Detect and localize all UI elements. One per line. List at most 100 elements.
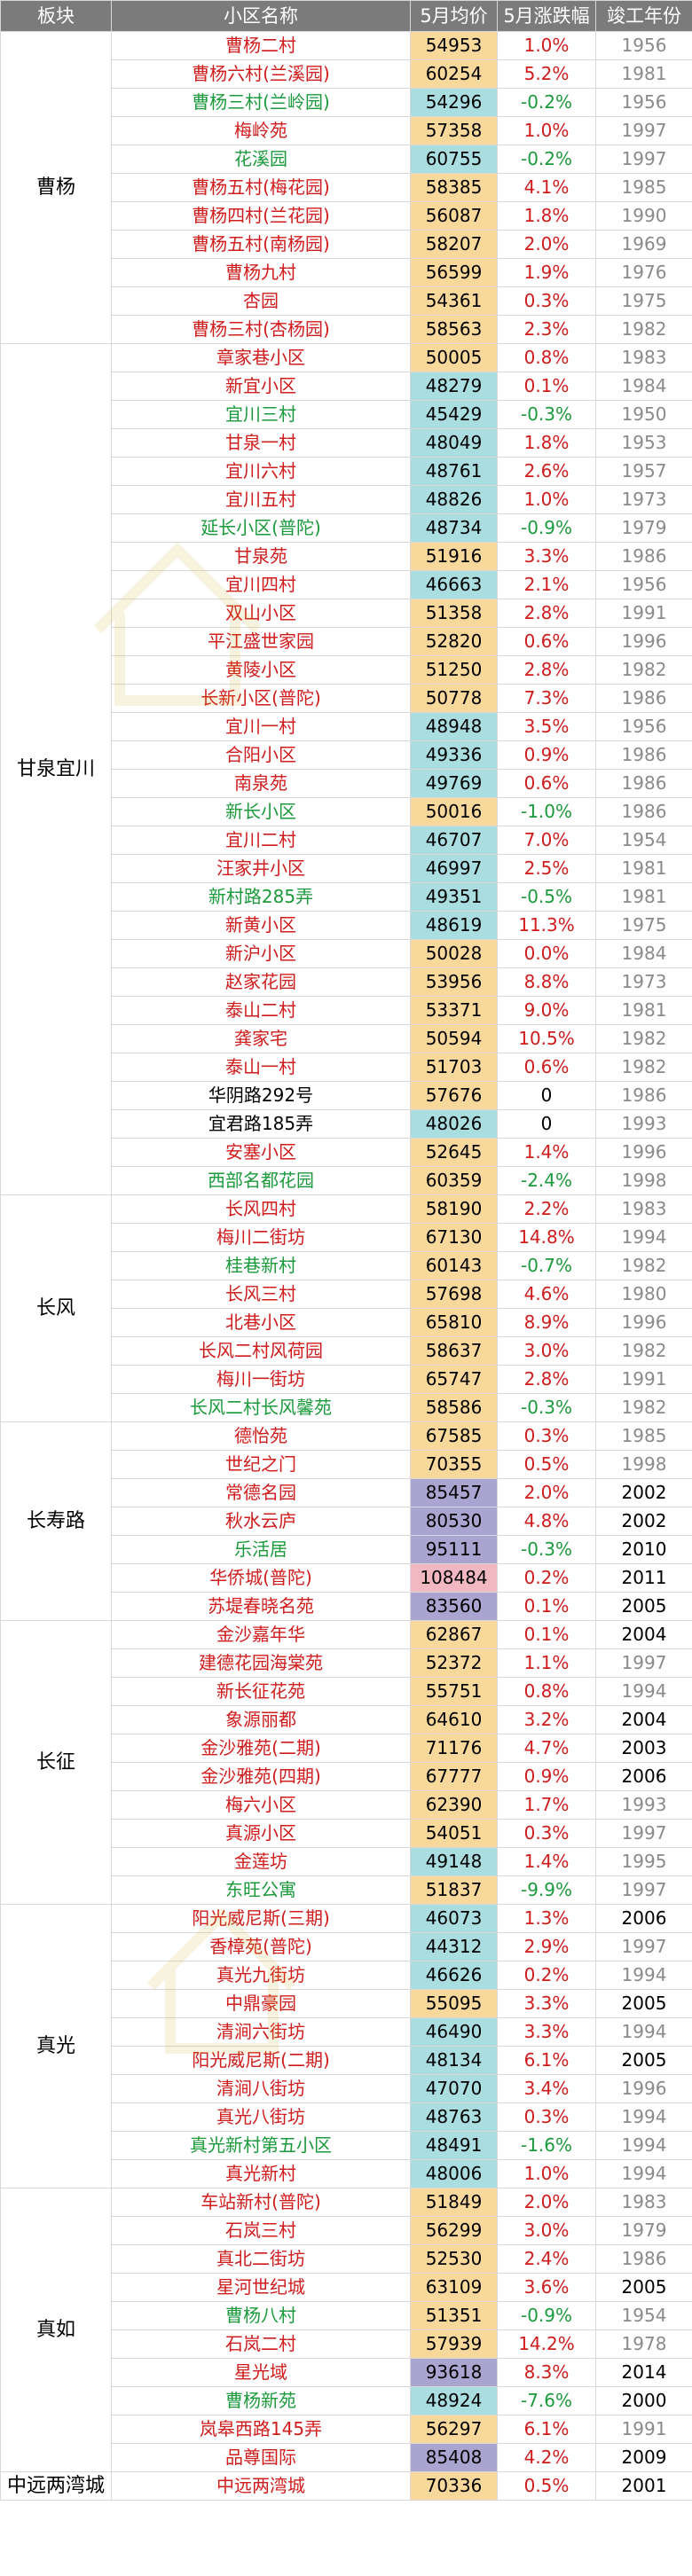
year-cell: 1995 xyxy=(595,1847,692,1876)
change-cell: 0.2% xyxy=(497,1961,596,1990)
year-cell: 1994 xyxy=(595,2102,692,2132)
table-row: 汪家井小区 46997 2.5% 1981 xyxy=(1,854,692,883)
change-cell: -0.2% xyxy=(497,145,596,174)
year-cell: 1985 xyxy=(595,1421,692,1451)
change-cell: 1.7% xyxy=(497,1790,596,1820)
community-name-cell: 黄陵小区 xyxy=(111,655,411,685)
price-cell: 56299 xyxy=(410,2216,498,2245)
price-cell: 58563 xyxy=(410,315,498,344)
header-row: 板块 小区名称 5月均价 5月涨跌幅 竣工年份 xyxy=(0,0,692,32)
year-cell: 1991 xyxy=(595,599,692,628)
table-row: 黄陵小区 51250 2.8% 1982 xyxy=(1,655,692,685)
price-cell: 58586 xyxy=(410,1393,498,1422)
change-cell: -0.3% xyxy=(497,1535,596,1564)
table-row: 宜川六村 48761 2.6% 1957 xyxy=(1,457,692,486)
table-row: 曹杨五村(南杨园) 58207 2.0% 1969 xyxy=(1,230,692,259)
change-cell: 0.6% xyxy=(497,769,596,798)
table-row: 真光新村第五小区 48491 -1.6% 1994 xyxy=(1,2131,692,2160)
change-cell: 0.9% xyxy=(497,1762,596,1791)
community-name-cell: 曹杨新苑 xyxy=(111,2386,411,2415)
price-cell: 46073 xyxy=(410,1904,498,1933)
price-cell: 56297 xyxy=(410,2415,498,2444)
year-cell: 1956 xyxy=(595,570,692,599)
price-cell: 63109 xyxy=(410,2273,498,2302)
table-row: 安塞小区 52645 1.4% 1996 xyxy=(1,1138,692,1167)
table-row: 苏堤春晓名苑 83560 0.1% 2005 xyxy=(1,1592,692,1621)
community-name-cell: 真光新村第五小区 xyxy=(111,2131,411,2160)
year-cell: 1975 xyxy=(595,911,692,940)
change-cell: -9.9% xyxy=(497,1875,596,1905)
year-cell: 1957 xyxy=(595,457,692,486)
price-cell: 65810 xyxy=(410,1308,498,1337)
year-cell: 1998 xyxy=(595,1166,692,1195)
community-name-cell: 平江盛世家园 xyxy=(111,627,411,656)
price-cell: 48734 xyxy=(410,513,498,543)
community-name-cell: 金莲坊 xyxy=(111,1847,411,1876)
price-cell: 71176 xyxy=(410,1734,498,1763)
community-name-cell: 北巷小区 xyxy=(111,1308,411,1337)
community-name-cell: 梅六小区 xyxy=(111,1790,411,1820)
community-name-cell: 象源丽都 xyxy=(111,1705,411,1734)
community-name-cell: 曹杨五村(梅花园) xyxy=(111,173,411,202)
header-year: 竣工年份 xyxy=(595,0,692,32)
change-cell: -0.9% xyxy=(497,2301,596,2330)
district-cell: 中远两湾城 xyxy=(0,2471,112,2501)
community-name-cell: 长风二村风荷园 xyxy=(111,1336,411,1366)
price-cell: 57939 xyxy=(410,2329,498,2359)
change-cell: 9.0% xyxy=(497,996,596,1025)
header-community: 小区名称 xyxy=(111,0,411,32)
community-name-cell: 华阴路292号 xyxy=(111,1081,411,1110)
table-row: 杏园 54361 0.3% 1975 xyxy=(1,286,692,316)
change-cell: -0.9% xyxy=(497,513,596,543)
change-cell: -1.0% xyxy=(497,797,596,826)
year-cell: 2005 xyxy=(595,1592,692,1621)
table-row: 曹杨 曹杨二村 54953 1.0% 1956 xyxy=(0,31,692,344)
price-cell: 54361 xyxy=(410,286,498,316)
header-price: 5月均价 xyxy=(410,0,498,32)
table-row: 长征 金沙嘉年华 62867 0.1% 2004 xyxy=(0,1620,692,1905)
change-cell: 0.8% xyxy=(497,343,596,372)
price-cell: 48763 xyxy=(410,2102,498,2132)
table-row: 西部名都花园 60359 -2.4% 1998 xyxy=(1,1166,692,1195)
year-cell: 1994 xyxy=(595,1223,692,1252)
community-name-cell: 真光八街坊 xyxy=(111,2102,411,2132)
community-name-cell: 清涧六街坊 xyxy=(111,2017,411,2047)
change-cell: 3.4% xyxy=(497,2074,596,2103)
year-cell: 2014 xyxy=(595,2358,692,2387)
price-cell: 46997 xyxy=(410,854,498,883)
change-cell: 0.2% xyxy=(497,1563,596,1593)
change-cell: 3.3% xyxy=(497,1989,596,2018)
community-name-cell: 长新小区(普陀) xyxy=(111,684,411,713)
community-name-cell: 秋水云庐 xyxy=(111,1507,411,1536)
year-cell: 1982 xyxy=(595,315,692,344)
community-name-cell: 泰山二村 xyxy=(111,996,411,1025)
change-cell: 0.0% xyxy=(497,939,596,968)
table-row: 石岚三村 56299 3.0% 1979 xyxy=(1,2216,692,2245)
year-cell: 1986 xyxy=(595,797,692,826)
community-name-cell: 梅岭苑 xyxy=(111,116,411,145)
price-cell: 44312 xyxy=(410,1932,498,1961)
price-cell: 51358 xyxy=(410,599,498,628)
year-cell: 1996 xyxy=(595,1138,692,1167)
table-row: 长寿路 德怡苑 67585 0.3% 1985 xyxy=(0,1421,692,1621)
table-row: 长风三村 57698 4.6% 1980 xyxy=(1,1280,692,1309)
year-cell: 1950 xyxy=(595,400,692,429)
change-cell: 2.0% xyxy=(497,2188,596,2217)
price-cell: 51849 xyxy=(410,2188,498,2217)
change-cell: 1.0% xyxy=(497,116,596,145)
table-row: 真光九街坊 46626 0.2% 1994 xyxy=(1,1961,692,1990)
table-row: 梅六小区 62390 1.7% 1993 xyxy=(1,1790,692,1820)
year-cell: 1954 xyxy=(595,826,692,855)
community-name-cell: 桂巷新村 xyxy=(111,1251,411,1280)
table-row: 长风 长风四村 58190 2.2% 1983 xyxy=(0,1194,692,1422)
community-name-cell: 新宜小区 xyxy=(111,372,411,401)
change-cell: 1.0% xyxy=(497,485,596,514)
change-cell: 0.5% xyxy=(497,2471,596,2501)
district-cell: 长征 xyxy=(0,1620,112,1905)
change-cell: -0.3% xyxy=(497,400,596,429)
district-cell: 曹杨 xyxy=(0,31,112,344)
change-cell: 2.8% xyxy=(497,599,596,628)
community-name-cell: 西部名都花园 xyxy=(111,1166,411,1195)
change-cell: 3.3% xyxy=(497,542,596,571)
community-name-cell: 新沪小区 xyxy=(111,939,411,968)
